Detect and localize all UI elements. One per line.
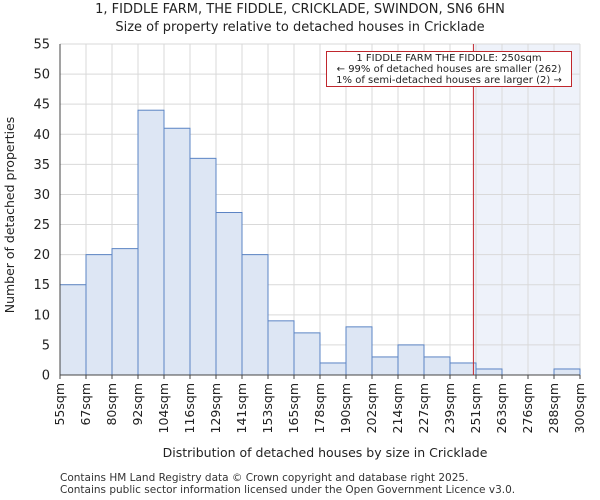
annotation-box: 1 FIDDLE FARM THE FIDDLE: 250sqm ← 99% o… <box>326 51 572 87</box>
y-tick-label: 45 <box>33 98 50 113</box>
x-tick-label: 104sqm <box>156 383 171 433</box>
x-tick-label: 116sqm <box>182 383 197 433</box>
x-tick-label: 288sqm <box>546 383 561 433</box>
histogram-bar <box>345 326 373 376</box>
annotation-line3: 1% of semi-detached houses are larger (2… <box>336 75 562 86</box>
chart-subtitle: Size of property relative to detached ho… <box>115 20 485 35</box>
x-tick-label: 276sqm <box>520 383 535 433</box>
x-tick-label: 190sqm <box>338 383 353 433</box>
footer-licence: Contains public sector information licen… <box>60 484 516 496</box>
y-tick-label: 30 <box>33 188 50 203</box>
footer-copyright: Contains HM Land Registry data © Crown c… <box>60 472 469 484</box>
histogram-bar <box>189 157 217 376</box>
histogram-bar <box>59 284 87 376</box>
x-tick-label: 141sqm <box>234 383 249 433</box>
y-tick-label: 10 <box>33 308 50 323</box>
histogram-bar <box>293 332 321 376</box>
x-tick-label: 214sqm <box>390 383 405 433</box>
histogram-bar <box>241 254 269 376</box>
x-tick-label: 239sqm <box>442 383 457 433</box>
y-tick-label: 25 <box>33 218 50 233</box>
y-tick-label: 15 <box>33 278 50 293</box>
chart-title: 1, FIDDLE FARM, THE FIDDLE, CRICKLADE, S… <box>95 2 505 17</box>
histogram-bar <box>137 109 165 376</box>
histogram-bar <box>423 356 451 376</box>
x-tick-label: 165sqm <box>286 383 301 433</box>
y-tick-label: 40 <box>33 128 50 143</box>
annotation-line2: ← 99% of detached houses are smaller (26… <box>336 64 562 75</box>
x-tick-label: 202sqm <box>364 383 379 433</box>
highlight-region <box>473 44 580 375</box>
histogram-bar <box>85 254 113 376</box>
x-tick-label: 227sqm <box>416 383 431 433</box>
x-tick-label: 80sqm <box>104 383 119 426</box>
histogram-bar <box>319 362 347 376</box>
x-tick-label: 129sqm <box>208 383 223 433</box>
y-axis-label: Number of detached properties <box>2 117 17 314</box>
histogram-bar <box>397 344 425 376</box>
x-tick-label: 178sqm <box>312 383 327 433</box>
histogram-bar <box>449 362 477 376</box>
histogram-bar <box>475 368 503 376</box>
y-tick-label: 20 <box>33 248 50 263</box>
x-axis-label: Distribution of detached houses by size … <box>163 445 488 460</box>
histogram-bar <box>553 368 581 376</box>
histogram-bar <box>215 212 243 376</box>
histogram-bar <box>371 356 399 376</box>
x-tick-label: 251sqm <box>468 383 483 433</box>
y-tick-label: 35 <box>33 158 50 173</box>
y-tick-label: 50 <box>33 68 50 83</box>
x-tick-label: 300sqm <box>572 383 587 433</box>
annotation-line1: 1 FIDDLE FARM THE FIDDLE: 250sqm <box>356 53 542 64</box>
y-tick-label: 55 <box>33 38 50 53</box>
histogram-bar <box>267 320 295 376</box>
x-tick-label: 263sqm <box>494 383 509 433</box>
x-tick-label: 92sqm <box>130 383 145 426</box>
y-tick-label: 0 <box>42 369 50 384</box>
x-tick-label: 67sqm <box>78 383 93 426</box>
y-tick-label: 5 <box>42 338 50 353</box>
x-tick-label: 153sqm <box>260 383 275 433</box>
histogram-bar <box>163 127 191 376</box>
x-tick-label: 55sqm <box>52 383 67 426</box>
histogram-bar <box>111 248 139 376</box>
